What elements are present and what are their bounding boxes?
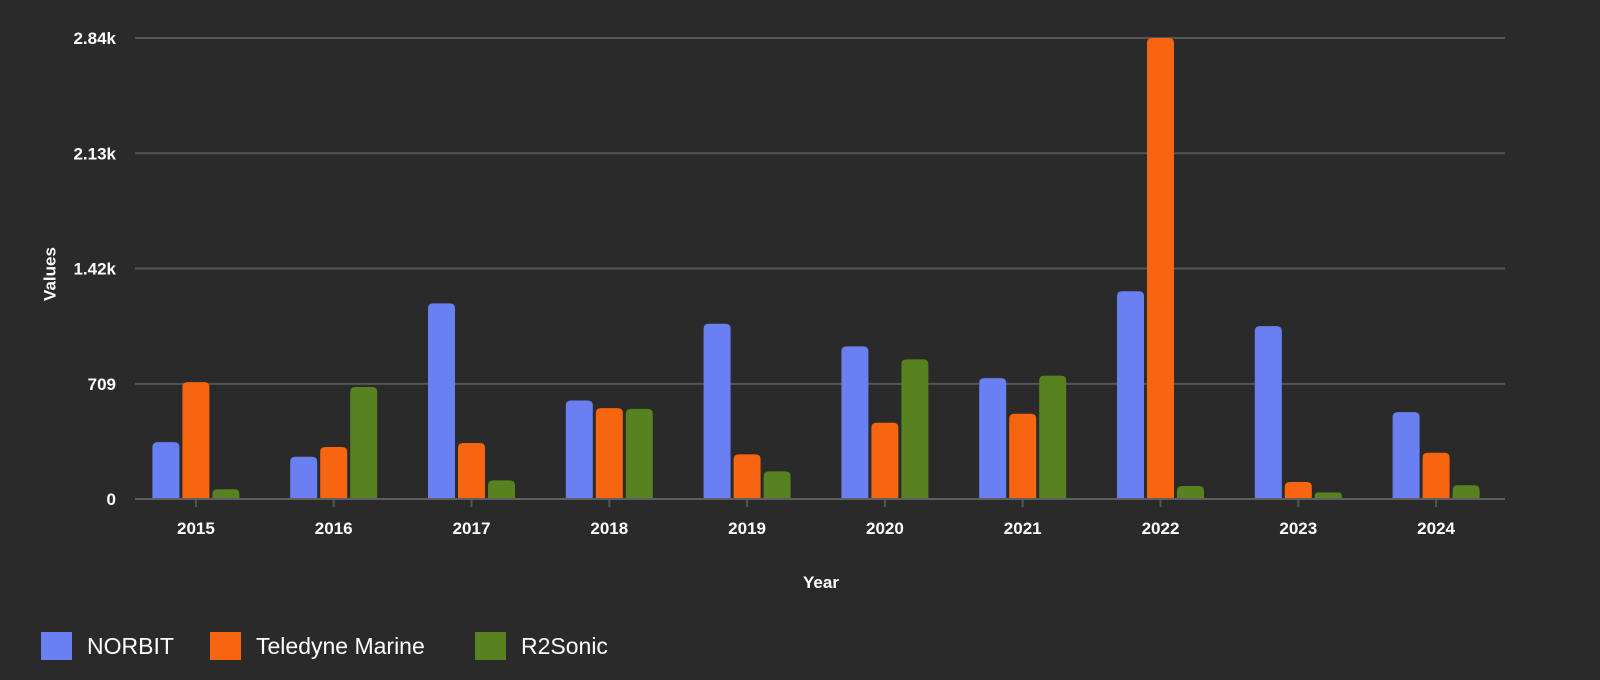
y-tick-label: 1.42k [73,260,116,279]
bar-r2sonic-2018[interactable] [625,408,653,499]
bars [152,38,1480,499]
bar-teledyne-marine-2015[interactable] [182,382,210,499]
bar-r2sonic-2017[interactable] [488,480,515,499]
bar-norbit-2018[interactable] [565,400,593,499]
bar-r2sonic-2022[interactable] [1177,486,1204,499]
x-axis-title: Year [803,573,839,592]
bar-teledyne-marine-2018[interactable] [595,408,623,499]
gridlines [135,37,1505,500]
x-tick-label: 2024 [1417,519,1455,538]
x-tick-label: 2021 [1004,519,1042,538]
bar-norbit-2015[interactable] [152,442,180,499]
x-tick-label: 2022 [1142,519,1180,538]
y-tick-label: 709 [88,375,116,394]
y-tick-label: 2.13k [73,144,116,163]
bar-norbit-2024[interactable] [1392,412,1420,499]
legend-swatch-norbit[interactable] [41,632,72,660]
bar-norbit-2019[interactable] [703,323,731,499]
bar-teledyne-marine-2016[interactable] [320,447,348,499]
bar-r2sonic-2024[interactable] [1452,485,1480,499]
bar-teledyne-marine-2019[interactable] [733,454,761,499]
bar-teledyne-marine-2021[interactable] [1009,413,1037,499]
x-tick-label: 2018 [590,519,628,538]
bar-teledyne-marine-2024[interactable] [1422,452,1450,499]
bar-norbit-2022[interactable] [1117,291,1144,499]
x-tick-label: 2017 [453,519,491,538]
legend-swatch-r2sonic[interactable] [475,632,506,660]
bar-teledyne-marine-2023[interactable] [1284,481,1312,499]
bar-norbit-2016[interactable] [290,456,318,499]
y-axis-title: Values [40,247,59,301]
bar-norbit-2021[interactable] [979,378,1007,499]
bar-r2sonic-2015[interactable] [212,489,240,499]
bar-r2sonic-2021[interactable] [1039,375,1067,499]
bar-teledyne-marine-2022[interactable] [1147,38,1174,499]
bar-norbit-2023[interactable] [1254,326,1282,499]
bar-norbit-2017[interactable] [428,303,455,499]
x-tick-label: 2015 [177,519,215,538]
bar-teledyne-marine-2020[interactable] [871,422,899,499]
legend-label-r2sonic[interactable]: R2Sonic [521,633,608,659]
legend-label-teledyne-marine[interactable]: Teledyne Marine [256,633,425,659]
axes: 0 709 1.42k 2.13k 2.84k 2015 2016 2017 2018 2019 2… [73,29,1505,538]
bar-teledyne-marine-2017[interactable] [458,442,485,499]
bar-r2sonic-2019[interactable] [763,471,791,499]
legend-label-norbit[interactable]: NORBIT [87,633,174,659]
bar-norbit-2020[interactable] [841,346,869,499]
legend-swatch-teledyne-marine[interactable] [210,632,241,660]
bar-r2sonic-2016[interactable] [350,386,378,499]
x-tick-label: 2023 [1279,519,1317,538]
y-tick-label: 2.84k [73,29,116,48]
bar-r2sonic-2020[interactable] [901,359,929,499]
legend: NORBIT Teledyne Marine R2Sonic [41,632,608,660]
y-tick-label: 0 [107,490,116,509]
bar-r2sonic-2023[interactable] [1314,492,1342,499]
x-tick-label: 2020 [866,519,904,538]
x-tick-label: 2019 [728,519,766,538]
x-tick-label: 2016 [315,519,353,538]
